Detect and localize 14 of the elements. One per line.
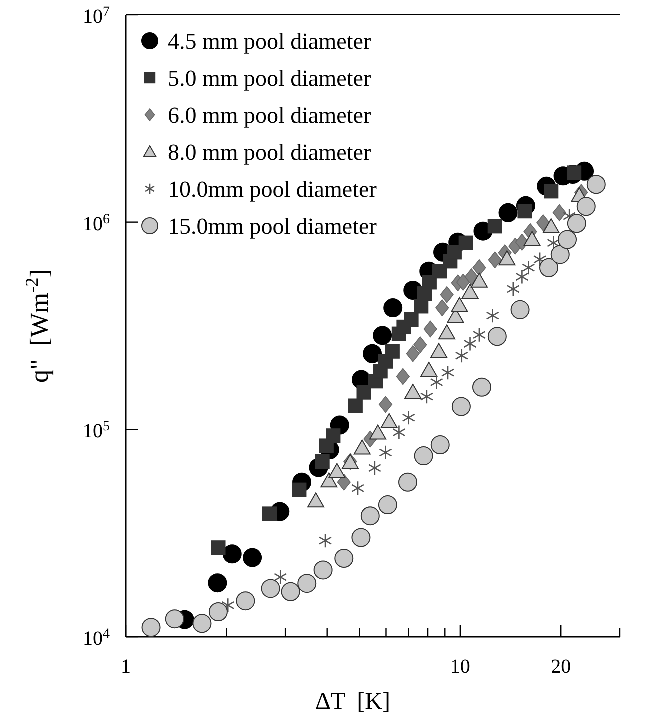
legend-label: 4.5 mm pool diameter [168,29,372,54]
y-tick-label: 10$^{6}$ [83,212,110,236]
x-axis-title: ΔT [K] [316,689,390,715]
legend-label: 8.0 mm pool diameter [168,140,372,165]
y-tick-label: 10$^{5}$ [83,419,110,443]
legend-label: 10.0mm pool diameter [168,177,378,202]
x-tick-label: 1 [121,656,131,678]
legend-label: 6.0 mm pool diameter [168,103,372,128]
x-tick-label: 10 [450,656,470,678]
x-tick-label: 20 [551,656,572,678]
y-tick-label: 10$^{7}$ [83,4,110,28]
y-tick-label: 10$^{4}$ [83,626,110,650]
legend-label: 15.0mm pool diameter [168,214,378,239]
legend-label: 5.0 mm pool diameter [168,66,372,91]
